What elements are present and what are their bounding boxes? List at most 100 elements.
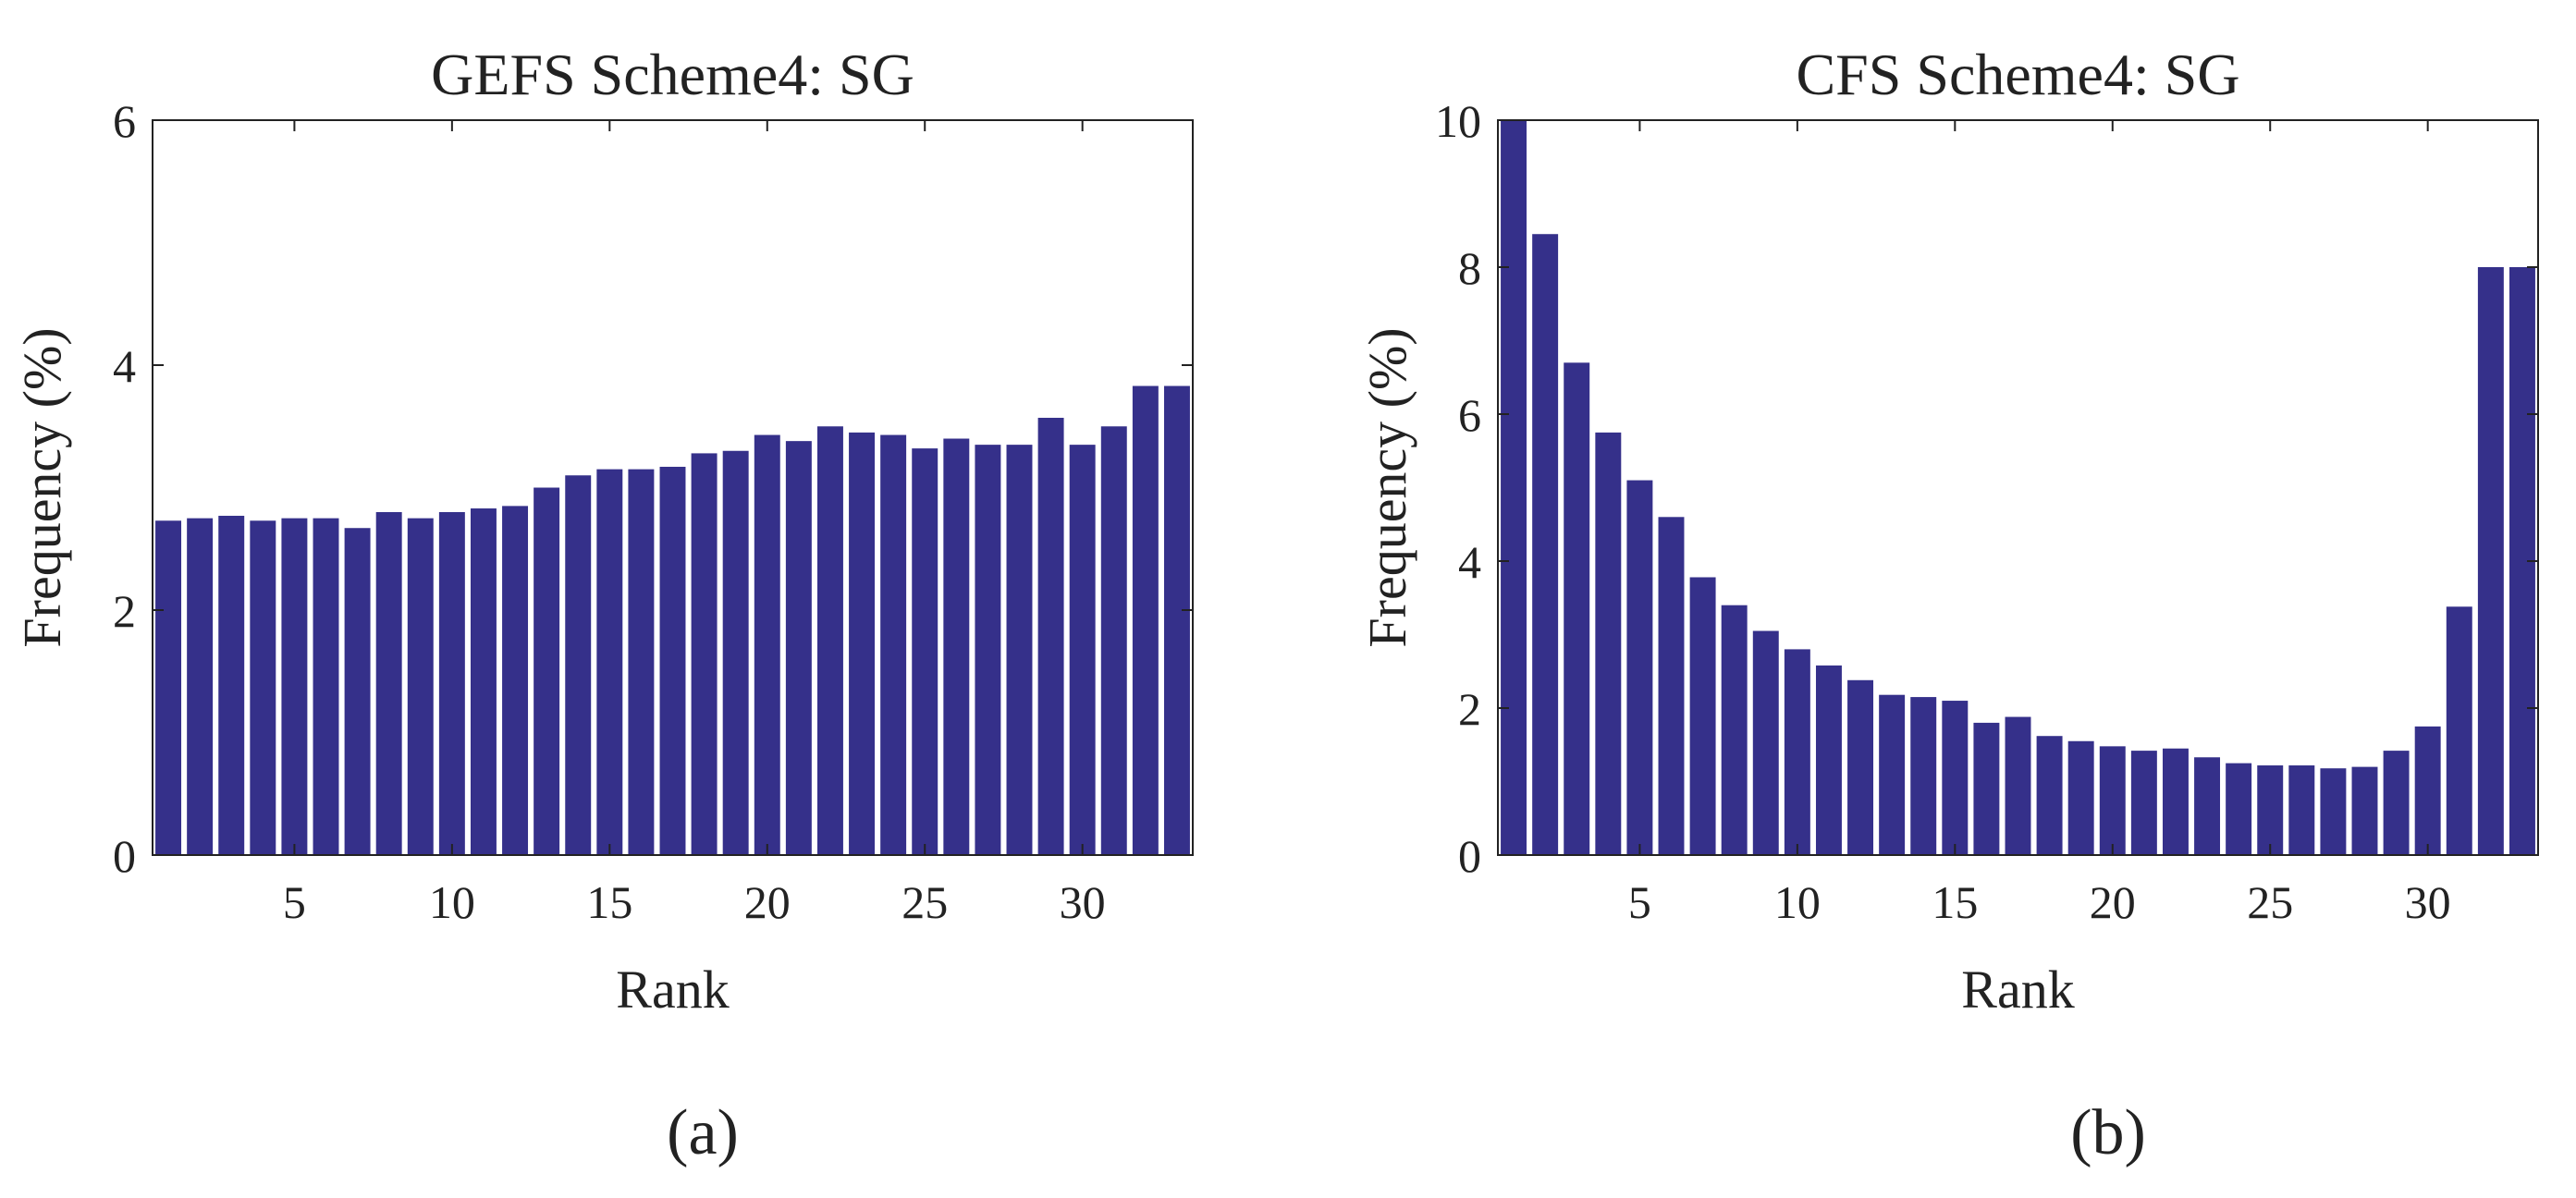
gefs-xtick-label-20: 20 [744, 876, 791, 928]
gefs-bar-rank-23 [849, 432, 876, 855]
cfs-bar-rank-4 [1595, 432, 1622, 855]
panel-label-b-text: (b) [2070, 1097, 2146, 1168]
gefs-ytick-label-4: 4 [113, 340, 136, 392]
gefs-xtick-label-10: 10 [429, 876, 475, 928]
gefs-axes-frame [152, 119, 1194, 856]
gefs-bar-rank-28 [1006, 445, 1033, 856]
cfs-bar-rank-6 [1658, 517, 1685, 855]
cfs-bar-rank-32 [2477, 267, 2504, 855]
cfs-bar-rank-18 [2036, 736, 2063, 855]
gefs-bar-rank-16 [628, 469, 655, 856]
cfs-bar-rank-14 [1910, 697, 1937, 855]
panel-label-b: (b) [2070, 1097, 2146, 1168]
cfs-ytick-label-10: 10 [1435, 95, 1481, 147]
cfs-ytick-label-8: 8 [1458, 242, 1481, 294]
cfs-xtick-label-20: 20 [2090, 876, 2136, 928]
cfs-bar-rank-20 [2099, 746, 2126, 855]
cfs-xtick-label-5: 5 [1628, 876, 1651, 928]
gefs-bar-rank-32 [1132, 385, 1159, 855]
cfs-bar-rank-12 [1847, 679, 1874, 855]
cfs-bar-rank-19 [2067, 740, 2094, 855]
gefs-bar-rank-15 [596, 469, 623, 856]
cfs-bar-rank-15 [1942, 701, 1969, 855]
gefs-bar-rank-13 [534, 487, 560, 855]
panel-label-a: (a) [667, 1097, 739, 1168]
gefs-bar-rank-33 [1163, 385, 1190, 855]
gefs-bar-rank-20 [754, 434, 780, 855]
gefs-bar-rank-19 [722, 450, 749, 855]
panel-label-a-text: (a) [667, 1097, 739, 1168]
gefs-xtick-label-25: 25 [902, 876, 948, 928]
gefs-bar-rank-27 [975, 445, 1001, 856]
cfs-bar-rank-3 [1564, 362, 1590, 856]
cfs-bar-rank-9 [1752, 630, 1779, 855]
cfs-chart-title: CFS Scheme4: SG [1796, 42, 2239, 107]
cfs-x-axis-label: Rank [1961, 960, 2074, 1020]
cfs-ytick-label-0: 0 [1458, 830, 1481, 882]
gefs-bar-rank-17 [659, 466, 686, 855]
cfs-bar-rank-27 [2320, 768, 2347, 855]
cfs-bar-rank-22 [2162, 748, 2189, 855]
gefs-xtick-label-30: 30 [1060, 876, 1106, 928]
cfs-bar-rank-31 [2446, 606, 2472, 855]
gefs-bar-rank-2 [187, 518, 214, 856]
cfs-ytick-label-4: 4 [1458, 536, 1481, 588]
gefs-bar-rank-22 [816, 426, 843, 855]
cfs-bar-rank-13 [1879, 694, 1906, 855]
cfs-xtick-label-10: 10 [1774, 876, 1821, 928]
cfs-bar-rank-16 [1973, 722, 2000, 855]
cfs-bar-rank-17 [2005, 716, 2031, 855]
cfs-bar-rank-2 [1532, 234, 1559, 856]
gefs-bar-rank-12 [502, 506, 529, 856]
gefs-bar-rank-10 [438, 512, 465, 855]
gefs-bar-rank-4 [250, 520, 276, 855]
cfs-xtick-label-25: 25 [2247, 876, 2293, 928]
gefs-bar-rank-25 [912, 448, 938, 855]
gefs-bar-rank-29 [1037, 417, 1064, 855]
gefs-xtick-label-15: 15 [586, 876, 632, 928]
gefs-bar-rank-5 [281, 518, 308, 856]
gefs-bar-rank-14 [565, 475, 592, 855]
gefs-bar-rank-7 [344, 528, 371, 855]
gefs-ytick-label-2: 2 [113, 585, 136, 637]
gefs-bar-rank-21 [785, 441, 812, 855]
gefs-bar-rank-31 [1100, 426, 1127, 855]
cfs-bar-rank-29 [2383, 751, 2410, 855]
gefs-ytick-label-6: 6 [113, 95, 136, 147]
gefs-bar-rank-3 [218, 515, 245, 855]
cfs-bar-rank-23 [2194, 757, 2221, 855]
cfs-xtick-label-30: 30 [2405, 876, 2451, 928]
gefs-ytick-label-0: 0 [113, 830, 136, 882]
chart-cfs: 0 2 4 6 8 10 5 10 15 20 25 30 CFS Scheme4: SG Rank Fre… [1357, 42, 2539, 1020]
cfs-bar-rank-10 [1784, 649, 1810, 855]
cfs-bar-rank-30 [2414, 726, 2441, 856]
cfs-xtick-label-15: 15 [1932, 876, 1978, 928]
gefs-bar-rank-9 [407, 518, 434, 856]
gefs-y-axis-label: Frequency (%) [12, 327, 72, 647]
cfs-bar-rank-8 [1721, 605, 1748, 855]
cfs-axes-frame [1497, 119, 2539, 856]
gefs-x-axis-label: Rank [616, 960, 729, 1020]
cfs-bar-rank-25 [2257, 765, 2284, 855]
gefs-bar-rank-1 [155, 520, 182, 855]
chart-gefs: 0 2 4 6 5 10 15 20 25 30 GEFS Scheme4: SG Rank Frequ… [12, 42, 1194, 1020]
cfs-bar-rank-24 [2226, 763, 2252, 856]
cfs-bar-rank-7 [1689, 577, 1716, 855]
gefs-bar-rank-6 [313, 518, 339, 856]
cfs-ytick-label-6: 6 [1458, 389, 1481, 441]
gefs-chart-title: GEFS Scheme4: SG [431, 42, 914, 107]
cfs-ytick-label-2: 2 [1458, 683, 1481, 735]
gefs-bar-rank-24 [880, 434, 907, 855]
cfs-bar-rank-5 [1626, 480, 1653, 855]
cfs-bar-rank-28 [2351, 766, 2378, 855]
cfs-bar-rank-1 [1501, 120, 1527, 855]
gefs-bar-rank-18 [691, 453, 718, 855]
gefs-bar-rank-30 [1069, 445, 1096, 856]
gefs-bar-rank-26 [943, 438, 970, 855]
cfs-bar-rank-26 [2288, 765, 2315, 855]
gefs-bar-rank-8 [375, 512, 402, 855]
cfs-bar-rank-21 [2130, 751, 2157, 855]
gefs-xtick-label-5: 5 [283, 876, 306, 928]
cfs-y-axis-label: Frequency (%) [1357, 327, 1417, 647]
